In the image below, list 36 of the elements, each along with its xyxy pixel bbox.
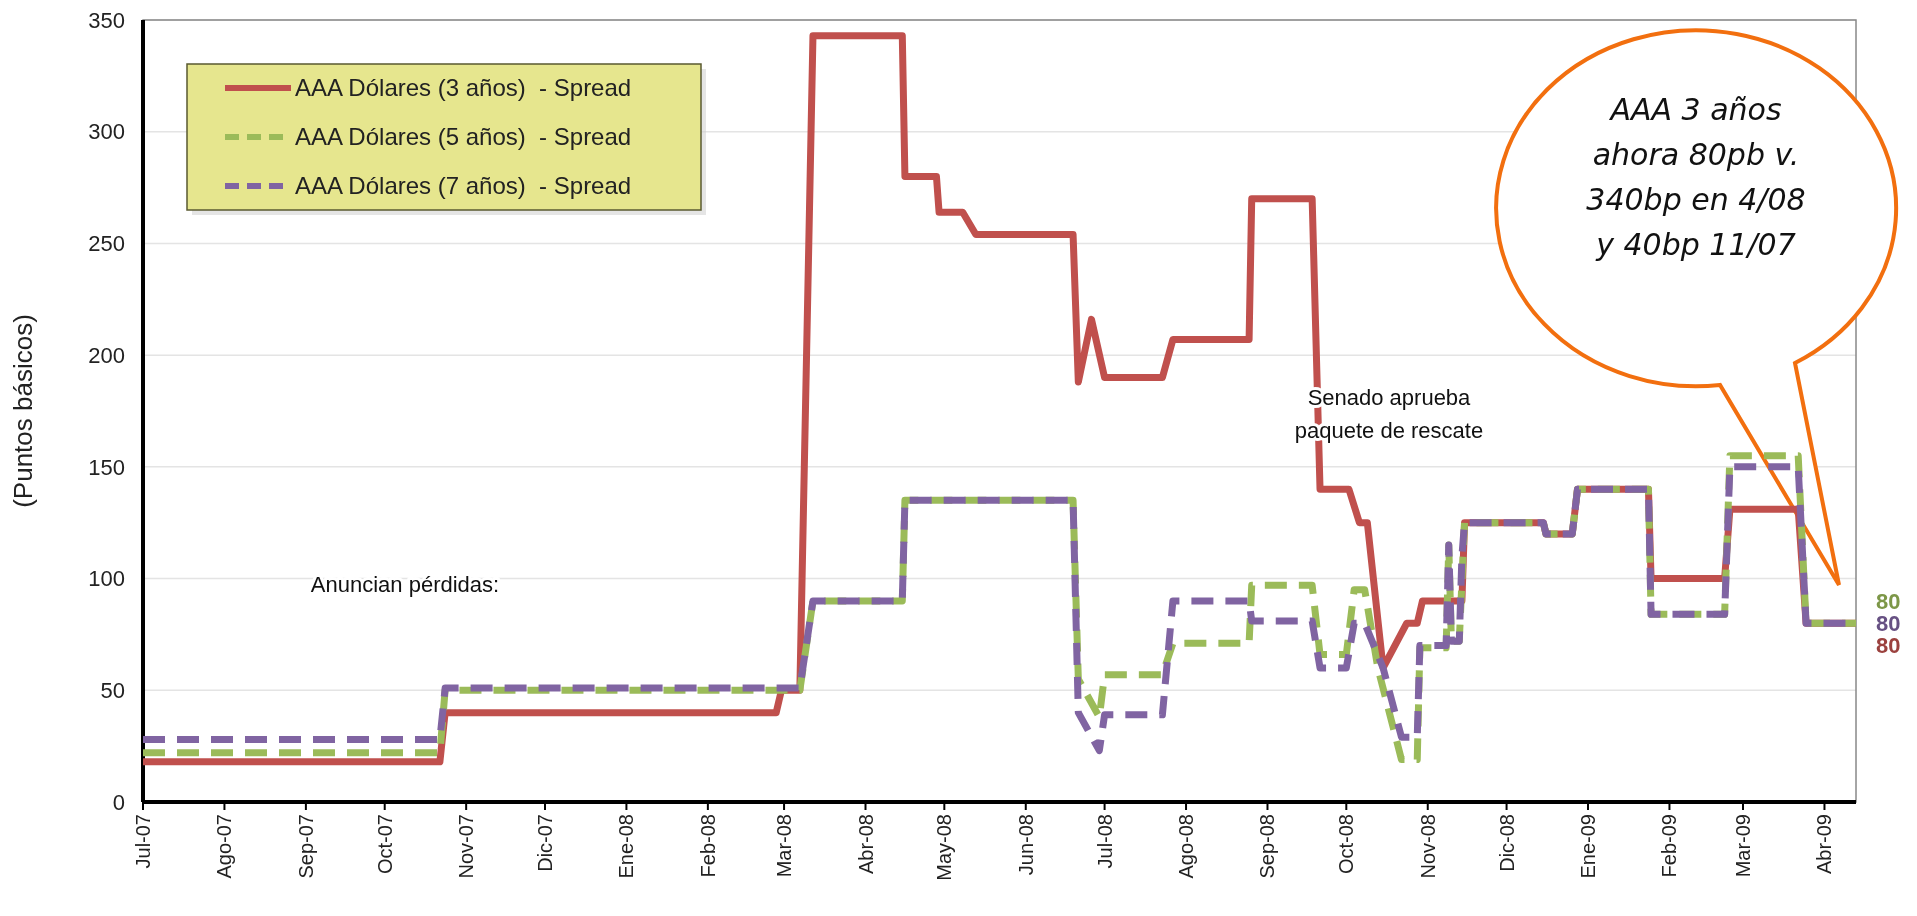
x-tick-label: Jun-08 [1014, 814, 1037, 876]
x-tick-label: Mar-09 [1732, 814, 1755, 878]
x-tick-label: Jul-07 [132, 814, 154, 869]
y-tick-label: 350 [88, 7, 125, 33]
y-tick-label: 150 [88, 454, 125, 480]
x-tick-label: May-08 [933, 814, 956, 881]
y-tick-label: 50 [100, 677, 125, 703]
y-tick-label: 300 [88, 119, 125, 145]
x-tick-label: Abr-09 [1813, 814, 1836, 875]
x-tick-label: Dic-07 [533, 814, 556, 872]
x-tick-label: Dic-08 [1495, 814, 1518, 872]
annotation: AAA 3 años ahora 80pb v. 340bp en 4/08 y 40bp 11/07 [1586, 92, 1806, 262]
x-tick-label: Sep-07 [294, 814, 317, 879]
x-tick-label: Oct-08 [1335, 814, 1358, 875]
y-tick-label: 100 [88, 566, 125, 592]
y-axis-title: (Puntos básicos) [8, 314, 38, 508]
x-tick-label: Ago-08 [1175, 814, 1198, 879]
legend-label: AAA Dólares (7 años) - Spread [295, 172, 632, 200]
x-tick-label: Nov-08 [1416, 814, 1439, 879]
x-tick-label: Ene-08 [615, 814, 638, 879]
x-tick-label: Nov-07 [455, 814, 478, 879]
x-tick-label: Ene-09 [1577, 814, 1600, 879]
x-tick-label: Ago-07 [213, 814, 236, 879]
x-tick-label: Oct-07 [373, 814, 396, 875]
y-tick-label: 250 [88, 231, 125, 257]
y-tick-label: 200 [88, 342, 125, 368]
annotation: Anuncian pérdidas: [310, 572, 500, 597]
x-tick-label: Feb-09 [1658, 814, 1681, 878]
x-tick-label: Feb-08 [696, 814, 719, 878]
x-tick-label: Jul-08 [1093, 814, 1116, 869]
x-tick-label: Sep-08 [1256, 814, 1279, 879]
x-tick-label: Abr-08 [854, 814, 877, 875]
legend-label: AAA Dólares (5 años) - Spread [295, 123, 632, 151]
legend-label: AAA Dólares (3 años) - Spread [295, 74, 632, 102]
y-tick-label: 0 [112, 789, 125, 815]
x-tick-label: Mar-08 [773, 814, 796, 878]
